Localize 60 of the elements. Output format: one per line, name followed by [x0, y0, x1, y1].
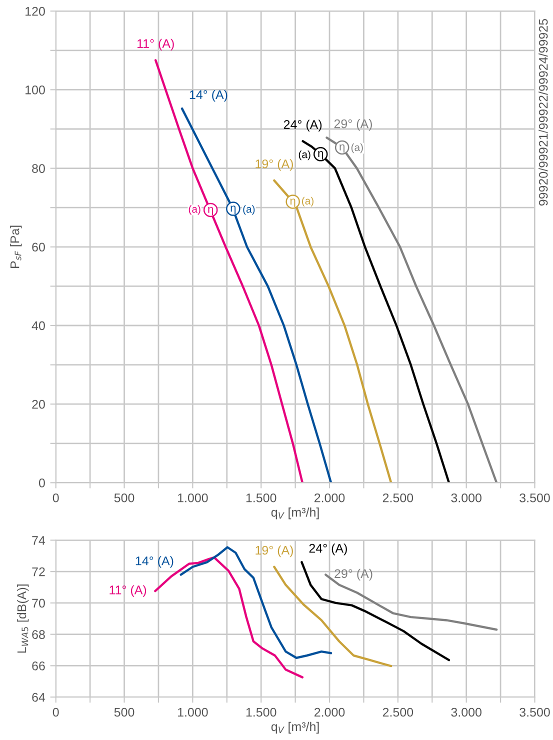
series-label: 24° (A) [309, 544, 347, 556]
y-axis-title: L$_{WA5}$ [dB(A)] [17, 584, 29, 653]
y-tick-label: 70 [32, 598, 45, 608]
x-tick-label: 500 [114, 708, 134, 717]
annotation: (a) [302, 196, 314, 207]
x-tick-label: 1.500 [246, 493, 276, 502]
x-axis-title: q$_{V}$ [m³/h] [271, 508, 319, 520]
line-series [273, 179, 392, 483]
annotation: (a) [298, 150, 310, 160]
annotation: η [318, 151, 323, 160]
y-tick-label: 66 [32, 662, 45, 670]
x-tick-label: 3.000 [451, 493, 482, 502]
annotation: (a) [351, 143, 363, 154]
x-tick-label: 3.500 [520, 708, 550, 717]
y-tick-label: 74 [32, 536, 46, 545]
x-tick-label: 0 [52, 493, 59, 502]
annotation: η [340, 144, 344, 153]
line-series [300, 561, 450, 662]
y-tick-label: 60 [32, 242, 45, 252]
x-tick-label: 3.000 [451, 708, 482, 717]
line-series [154, 556, 304, 678]
annotation: η [290, 198, 296, 207]
series-label: 19° (A) [256, 545, 293, 558]
x-tick-label: 500 [114, 493, 134, 502]
y-tick-label: 0 [38, 478, 45, 488]
y-tick-label: 64 [32, 692, 46, 702]
x-tick-label: 2.500 [382, 708, 414, 717]
x-tick-label: 1.000 [178, 708, 208, 717]
y-tick-label: 40 [32, 321, 45, 330]
annotation: η [230, 206, 236, 214]
x-tick-label: 2.000 [314, 708, 345, 717]
text: 99920/99921/99922/99924/99925 [538, 19, 548, 206]
line-series [180, 107, 332, 483]
line-series [273, 566, 392, 668]
annotation: (a) [243, 205, 255, 215]
x-tick-label: 2.000 [314, 493, 345, 502]
line-series [326, 136, 498, 483]
y-tick-label: 68 [32, 630, 45, 639]
y-tick-label: 72 [32, 567, 45, 576]
series-label: 11° (A) [110, 585, 146, 597]
x-tick-label: 1.500 [246, 708, 276, 717]
x-axis-title: q$_{V}$ [m³/h] [271, 722, 319, 734]
y-axis-title: P$_{sF}$ [Pa] [10, 226, 22, 268]
annotation: (a) [188, 205, 200, 215]
series-label: 24° (A) [284, 120, 322, 132]
series-label: 11° (A) [137, 38, 174, 50]
x-tick-label: 1.000 [178, 493, 208, 502]
series-label: 19° (A) [256, 159, 293, 171]
annotation: η [208, 206, 213, 216]
y-tick-label: 20 [32, 400, 45, 409]
y-tick-label: 80 [32, 164, 45, 173]
y-tick-label: 100 [26, 86, 45, 94]
series-label: 14° (A) [136, 556, 174, 568]
y-tick-label: 120 [26, 6, 45, 16]
series-label: 29° (A) [334, 119, 372, 131]
x-tick-label: 3.500 [520, 493, 550, 502]
x-tick-label: 2.500 [382, 493, 414, 502]
series-label: 29° (A) [334, 568, 372, 581]
x-tick-label: 0 [52, 708, 59, 717]
series-label: 14° (A) [190, 90, 228, 102]
